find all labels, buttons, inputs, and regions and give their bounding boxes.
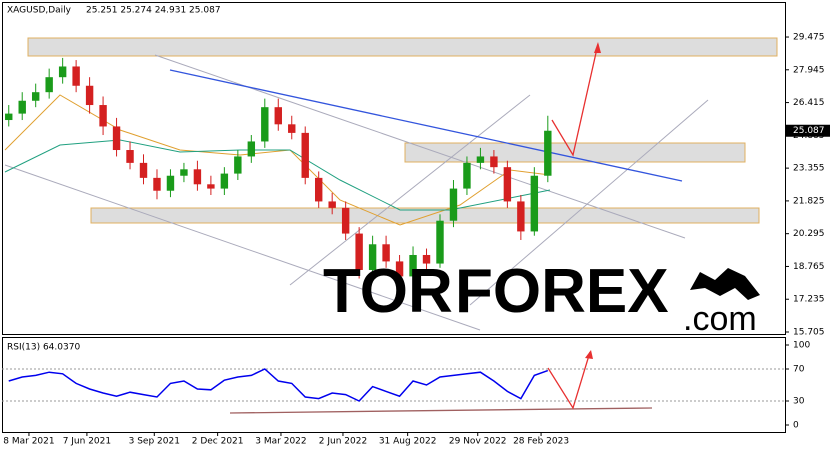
resistance-zone [27,37,778,57]
price-label: 25.087 [793,126,825,136]
y-tick-label: 23.355 [793,164,825,174]
ohlc-header: 25.251 25.274 24.931 25.087 [86,6,221,16]
y-tick-label: 0 [793,421,799,431]
rsi-support-line [229,407,653,414]
candle-body [180,169,188,176]
y-tick-label: 21.825 [793,196,825,206]
candle-body [139,162,148,178]
candle-body [328,201,336,208]
x-tick-label: 28 Feb 2023 [513,437,569,447]
x-tick-label: 7 Jun 2021 [63,437,111,447]
candle-body [449,188,458,221]
candle-body [288,124,296,133]
candle-body [99,105,107,127]
y-tick-label: 70 [793,365,805,375]
candle-body [247,141,256,157]
candle-body [517,201,525,232]
logo-bull [690,268,760,300]
candle-body [395,261,404,277]
y-tick-label: 27.945 [793,65,825,75]
candle-body [490,156,498,168]
chart-title: XAGUSD,Daily [7,6,72,16]
arrow-head [594,42,601,53]
price-label-bg [786,124,830,137]
channel-line [469,99,709,306]
candle-body [463,162,471,189]
candle-body [530,175,539,232]
channel-line [289,94,531,286]
y-tick-label: 17.235 [793,295,825,305]
x-tick-label: 31 Aug 2022 [379,437,437,447]
candle-body [220,173,229,189]
candle-body [85,85,94,106]
candle-body [422,254,431,264]
resistance-zone [404,142,746,163]
candle-body [45,77,53,93]
candle-body [207,184,215,189]
candle-body [274,107,282,125]
y-tick-label: 30 [793,397,805,407]
y-tick-label: 20.295 [793,229,825,239]
forecast-arrow [551,43,599,157]
candle-body [58,66,67,78]
rsi-panel [2,337,786,433]
candle-body [112,126,121,151]
y-tick-label: 26.415 [793,98,825,108]
candle-body [355,233,363,270]
x-tick-label: 3 Sep 2021 [129,437,180,447]
logo: FOREX [455,257,669,326]
support-zone [90,207,760,224]
rsi-line [8,368,549,402]
logo: TOR [323,257,453,326]
candle-body [544,130,552,176]
logo: .com [683,300,757,338]
candle-body [193,169,202,185]
candle-body [72,66,80,86]
rsi-title: RSI(13) 64.0370 [7,343,80,353]
trend-line [169,69,683,182]
candle-body [234,156,242,174]
candle-body [166,175,175,191]
candle-body [476,156,485,163]
channel-line [4,164,481,331]
arrow-head [585,350,593,359]
x-tick-label: 2 Dec 2021 [192,437,244,447]
candle-body [368,244,377,270]
x-tick-label: 29 Nov 2022 [449,437,507,447]
candle-body [409,254,417,277]
y-tick-label: 29.475 [793,33,825,43]
candle-body [314,177,323,202]
y-tick-label: 15.705 [793,328,825,338]
candle-body [31,92,40,101]
rsi-forecast-arrow [547,351,591,410]
candle-body [382,244,390,262]
x-tick-label: 8 Mar 2021 [3,437,54,447]
candle-body [301,132,309,178]
candle-body [261,107,269,142]
y-tick-label: 100 [793,341,810,351]
candle-body [153,177,161,191]
candle-body [5,113,13,121]
y-tick-label: 18.765 [793,262,825,272]
candle-body [436,220,444,264]
candle-body [341,207,350,234]
x-tick-label: 3 Mar 2022 [255,437,306,447]
candle-body [18,100,26,114]
x-tick-label: 2 Jun 2022 [319,437,367,447]
candle-body [126,150,134,163]
moving-average [4,139,551,211]
candle-body [503,167,512,202]
